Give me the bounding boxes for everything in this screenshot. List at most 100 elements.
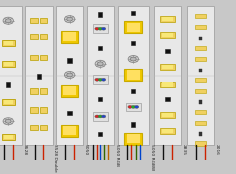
FancyBboxPatch shape	[40, 88, 47, 93]
Circle shape	[64, 16, 75, 23]
FancyBboxPatch shape	[40, 18, 47, 23]
Bar	[37, 74, 41, 79]
Bar	[131, 11, 135, 15]
FancyBboxPatch shape	[61, 31, 78, 43]
Circle shape	[3, 17, 13, 24]
FancyBboxPatch shape	[126, 134, 140, 143]
FancyBboxPatch shape	[93, 75, 108, 84]
FancyBboxPatch shape	[195, 89, 206, 93]
Bar	[199, 69, 202, 72]
Bar	[199, 101, 202, 104]
FancyBboxPatch shape	[195, 121, 206, 125]
Circle shape	[5, 119, 11, 123]
Circle shape	[98, 27, 102, 30]
Bar	[118, 6, 149, 145]
Circle shape	[95, 27, 99, 30]
Circle shape	[128, 105, 132, 108]
FancyBboxPatch shape	[61, 125, 78, 137]
FancyBboxPatch shape	[160, 128, 175, 134]
Bar	[67, 58, 72, 63]
Bar	[98, 132, 102, 136]
FancyBboxPatch shape	[40, 125, 47, 130]
Circle shape	[67, 17, 72, 21]
FancyBboxPatch shape	[195, 57, 206, 61]
FancyBboxPatch shape	[125, 69, 142, 81]
Bar	[25, 6, 53, 145]
FancyBboxPatch shape	[125, 133, 142, 145]
Circle shape	[95, 115, 99, 118]
FancyBboxPatch shape	[2, 61, 15, 67]
FancyBboxPatch shape	[63, 86, 76, 96]
FancyBboxPatch shape	[160, 16, 175, 22]
Circle shape	[98, 78, 102, 81]
FancyBboxPatch shape	[195, 46, 206, 50]
Circle shape	[5, 19, 11, 23]
FancyBboxPatch shape	[93, 112, 108, 121]
FancyBboxPatch shape	[162, 129, 173, 133]
FancyBboxPatch shape	[162, 33, 173, 37]
FancyBboxPatch shape	[4, 62, 13, 66]
FancyBboxPatch shape	[160, 112, 175, 118]
FancyBboxPatch shape	[195, 25, 206, 29]
Bar	[131, 41, 135, 45]
Text: 3528: 3528	[23, 144, 27, 155]
Bar	[87, 6, 114, 145]
Bar	[98, 12, 102, 17]
Bar	[165, 49, 170, 53]
FancyBboxPatch shape	[195, 14, 206, 18]
FancyBboxPatch shape	[195, 78, 206, 82]
FancyBboxPatch shape	[125, 21, 142, 33]
FancyBboxPatch shape	[63, 32, 76, 41]
Bar	[6, 82, 10, 87]
Circle shape	[131, 105, 135, 108]
Circle shape	[95, 60, 105, 67]
FancyBboxPatch shape	[162, 82, 173, 87]
Circle shape	[135, 105, 139, 108]
Bar	[87, 7, 115, 146]
FancyBboxPatch shape	[30, 108, 38, 113]
FancyBboxPatch shape	[160, 82, 175, 87]
Circle shape	[101, 115, 106, 118]
FancyBboxPatch shape	[162, 17, 173, 21]
Bar	[154, 6, 181, 145]
Circle shape	[97, 62, 103, 66]
Text: 2835: 2835	[182, 144, 186, 155]
Bar	[26, 7, 53, 146]
Circle shape	[95, 78, 99, 81]
Bar	[187, 6, 214, 145]
Bar	[0, 6, 22, 145]
FancyBboxPatch shape	[195, 141, 206, 146]
Circle shape	[101, 78, 106, 81]
FancyBboxPatch shape	[30, 125, 38, 130]
FancyBboxPatch shape	[195, 110, 206, 114]
Bar	[98, 46, 102, 50]
Text: 5050: 5050	[84, 144, 88, 155]
FancyBboxPatch shape	[4, 41, 13, 45]
Bar	[67, 111, 72, 116]
Bar	[0, 7, 23, 146]
FancyBboxPatch shape	[30, 34, 38, 39]
FancyBboxPatch shape	[160, 32, 175, 38]
FancyBboxPatch shape	[162, 65, 173, 69]
Text: 5050 RGBW: 5050 RGBW	[150, 144, 154, 170]
Bar	[199, 37, 202, 40]
FancyBboxPatch shape	[40, 55, 47, 60]
FancyBboxPatch shape	[61, 85, 78, 97]
FancyBboxPatch shape	[126, 23, 140, 32]
Circle shape	[67, 73, 72, 77]
Bar	[165, 97, 170, 101]
Circle shape	[131, 57, 136, 61]
Bar	[131, 89, 135, 93]
Circle shape	[128, 56, 139, 62]
FancyBboxPatch shape	[162, 113, 173, 117]
FancyBboxPatch shape	[160, 64, 175, 70]
FancyBboxPatch shape	[126, 102, 141, 111]
Bar	[131, 122, 135, 127]
Bar	[119, 7, 149, 146]
Bar	[199, 132, 202, 136]
FancyBboxPatch shape	[4, 100, 13, 104]
Text: 5050 RGB: 5050 RGB	[115, 144, 119, 166]
Bar	[155, 7, 182, 146]
FancyBboxPatch shape	[30, 18, 38, 23]
FancyBboxPatch shape	[2, 134, 15, 140]
